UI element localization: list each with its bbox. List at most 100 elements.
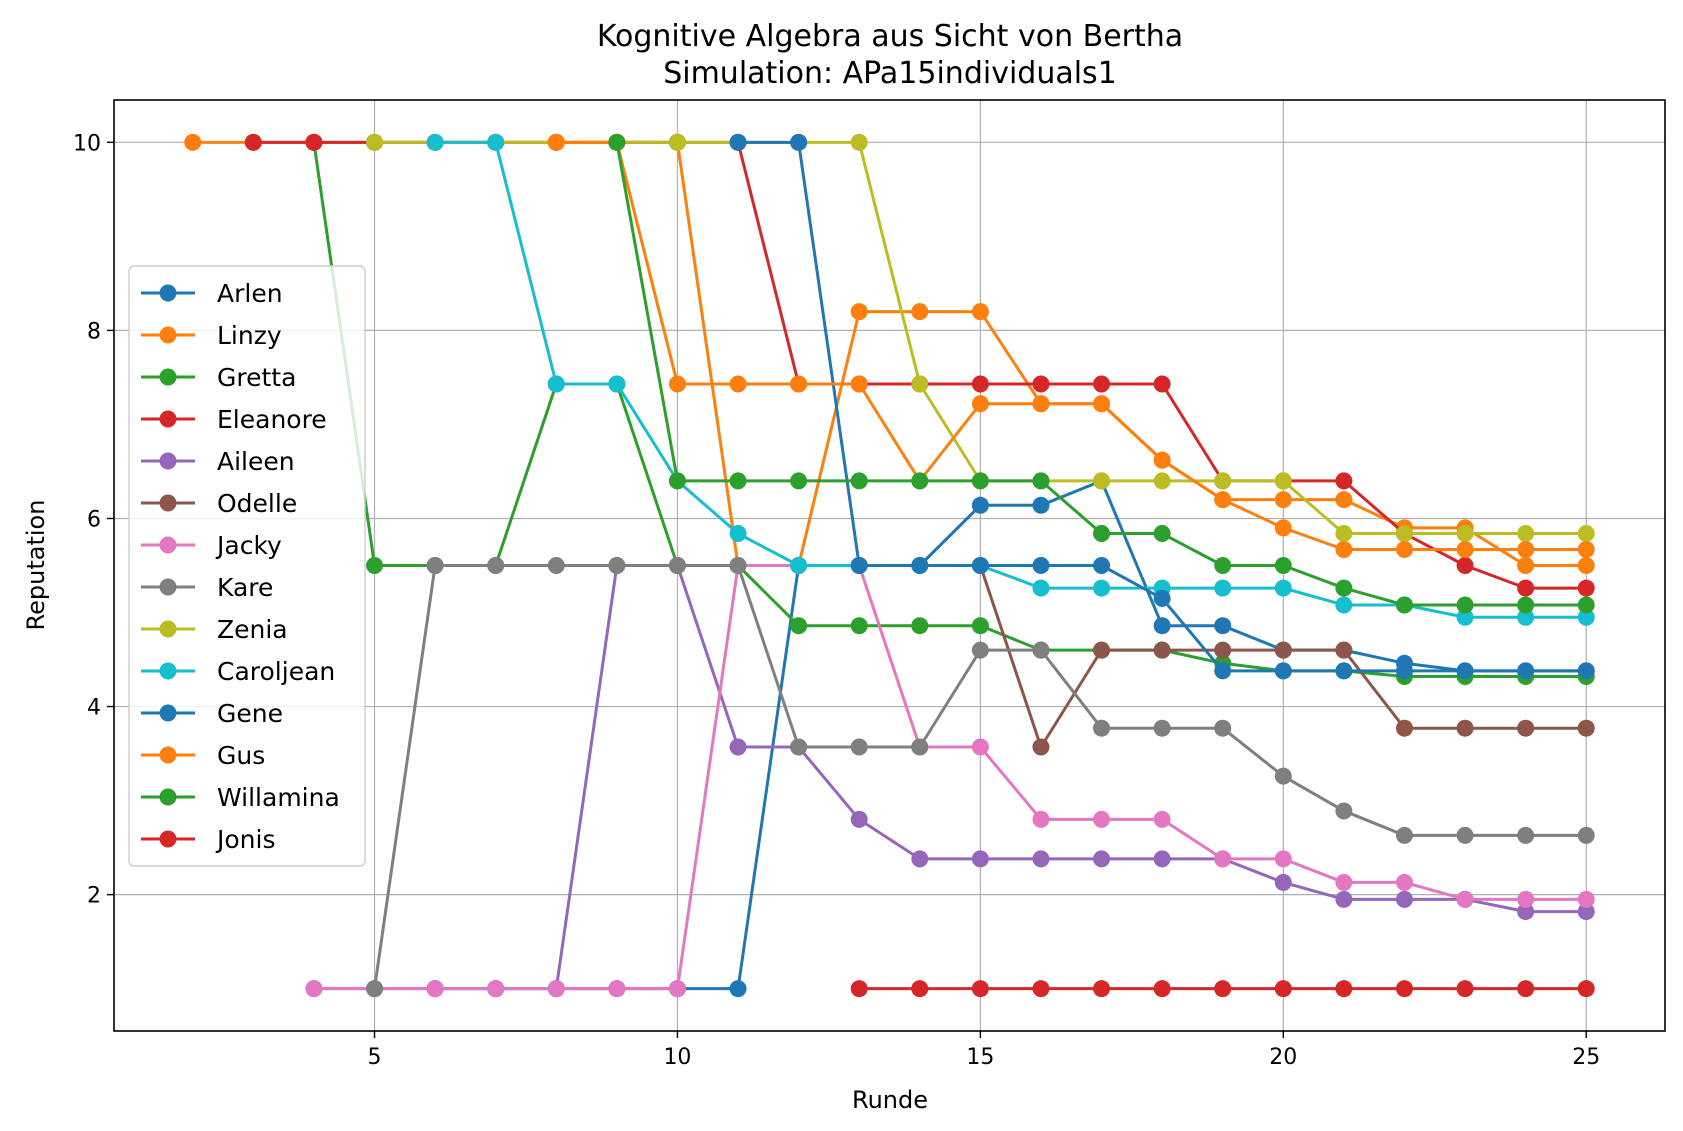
data-point-linzy bbox=[1274, 491, 1292, 509]
data-point-kare bbox=[1032, 641, 1050, 659]
data-point-jacky bbox=[426, 980, 444, 998]
legend-label: Willamina bbox=[217, 783, 340, 812]
data-point-zenia bbox=[1335, 525, 1353, 543]
series-jonis bbox=[850, 980, 1595, 998]
series-line-gretta bbox=[312, 142, 1587, 678]
data-point-gene bbox=[1456, 662, 1474, 680]
legend-item-kare: Kare bbox=[141, 573, 273, 602]
data-point-gus bbox=[1456, 541, 1474, 559]
legend-label: Linzy bbox=[217, 321, 282, 350]
data-point-aileen bbox=[911, 850, 929, 868]
data-point-gus bbox=[729, 375, 747, 393]
data-point-gus bbox=[1153, 451, 1171, 469]
legend-label: Aileen bbox=[217, 447, 295, 476]
data-point-kare bbox=[366, 980, 384, 998]
data-point-willamina bbox=[1395, 596, 1413, 614]
data-point-zenia bbox=[1456, 525, 1474, 543]
data-point-gus bbox=[668, 375, 686, 393]
data-point-kare bbox=[1093, 719, 1111, 737]
legend-marker bbox=[159, 326, 177, 344]
series-layer bbox=[184, 133, 1595, 998]
data-point-zenia bbox=[668, 133, 686, 151]
data-point-gus bbox=[1577, 541, 1595, 559]
data-point-arlen bbox=[1214, 617, 1232, 635]
legend-item-linzy: Linzy bbox=[141, 321, 282, 350]
x-tick-label: 20 bbox=[1269, 1045, 1297, 1070]
data-point-jonis bbox=[1395, 980, 1413, 998]
legend-marker bbox=[159, 284, 177, 302]
legend-marker bbox=[159, 746, 177, 764]
data-point-willamina bbox=[1214, 557, 1232, 574]
legend-marker bbox=[159, 830, 177, 848]
data-point-willamina bbox=[1153, 525, 1171, 543]
data-point-zenia bbox=[1577, 525, 1595, 543]
data-point-arlen bbox=[1153, 617, 1171, 635]
data-point-willamina bbox=[911, 472, 929, 490]
data-point-jonis bbox=[971, 980, 989, 998]
data-point-caroljean bbox=[487, 133, 505, 151]
data-point-jonis bbox=[850, 980, 868, 998]
data-point-kare bbox=[1456, 826, 1474, 844]
data-point-kare bbox=[850, 738, 868, 756]
data-point-gretta bbox=[366, 557, 384, 574]
legend-label: Zenia bbox=[217, 615, 288, 644]
series-line-jacky bbox=[313, 564, 1587, 991]
legend-label: Jacky bbox=[215, 531, 282, 560]
data-point-kare bbox=[608, 557, 626, 574]
data-point-gene bbox=[1577, 662, 1595, 680]
data-point-zenia bbox=[1517, 525, 1535, 543]
data-point-zenia bbox=[850, 133, 868, 151]
data-point-kare bbox=[1153, 719, 1171, 737]
data-point-jonis bbox=[1335, 980, 1353, 998]
data-point-gus bbox=[790, 375, 808, 393]
legend-item-eleanore: Eleanore bbox=[141, 405, 327, 434]
y-tick-label: 8 bbox=[87, 319, 101, 344]
data-point-kare bbox=[971, 641, 989, 659]
data-point-gus bbox=[850, 375, 868, 393]
legend-label: Kare bbox=[217, 573, 273, 602]
data-point-willamina bbox=[790, 472, 808, 490]
data-point-eleanore bbox=[1335, 472, 1353, 490]
data-point-jacky bbox=[1395, 873, 1413, 891]
data-point-gene bbox=[1274, 662, 1292, 680]
data-point-gene bbox=[1395, 662, 1413, 680]
data-point-gretta bbox=[790, 617, 808, 635]
data-point-jonis bbox=[911, 980, 929, 998]
legend-marker bbox=[159, 788, 177, 806]
data-point-willamina bbox=[608, 133, 626, 151]
series-willamina bbox=[608, 133, 1595, 614]
data-point-odelle bbox=[1153, 641, 1171, 659]
data-point-gene bbox=[971, 557, 989, 574]
data-point-caroljean bbox=[1456, 608, 1474, 626]
data-point-kare bbox=[426, 557, 444, 574]
data-point-aileen bbox=[1517, 903, 1535, 921]
data-point-arlen bbox=[1032, 496, 1050, 514]
legend-item-gene: Gene bbox=[141, 699, 283, 728]
data-point-caroljean bbox=[608, 375, 626, 393]
data-point-eleanore bbox=[1517, 579, 1535, 597]
data-point-jacky bbox=[668, 980, 686, 998]
data-point-willamina bbox=[850, 472, 868, 490]
legend-item-jacky: Jacky bbox=[141, 531, 282, 560]
data-point-caroljean bbox=[790, 557, 808, 574]
legend-label: Eleanore bbox=[217, 405, 327, 434]
data-point-jacky bbox=[1517, 890, 1535, 908]
data-point-eleanore bbox=[1153, 375, 1171, 393]
data-point-gretta bbox=[850, 617, 868, 635]
legend-marker bbox=[159, 410, 177, 428]
y-tick-label: 4 bbox=[87, 696, 101, 721]
series-line-caroljean bbox=[435, 140, 1587, 619]
data-point-zenia bbox=[1093, 472, 1111, 490]
data-point-gretta bbox=[971, 617, 989, 635]
legend: Arlen Linzy Gretta Eleanore Aileen Odelle Jack… bbox=[128, 265, 366, 867]
data-point-jacky bbox=[305, 980, 323, 998]
data-point-linzy bbox=[184, 133, 202, 151]
data-point-gus bbox=[1517, 541, 1535, 559]
data-point-gene bbox=[1214, 662, 1232, 680]
data-point-gene bbox=[790, 133, 808, 151]
legend-marker bbox=[159, 620, 177, 638]
data-point-jacky bbox=[1335, 873, 1353, 891]
data-point-willamina bbox=[1456, 596, 1474, 614]
data-point-willamina bbox=[1274, 557, 1292, 574]
data-point-caroljean bbox=[426, 133, 444, 151]
